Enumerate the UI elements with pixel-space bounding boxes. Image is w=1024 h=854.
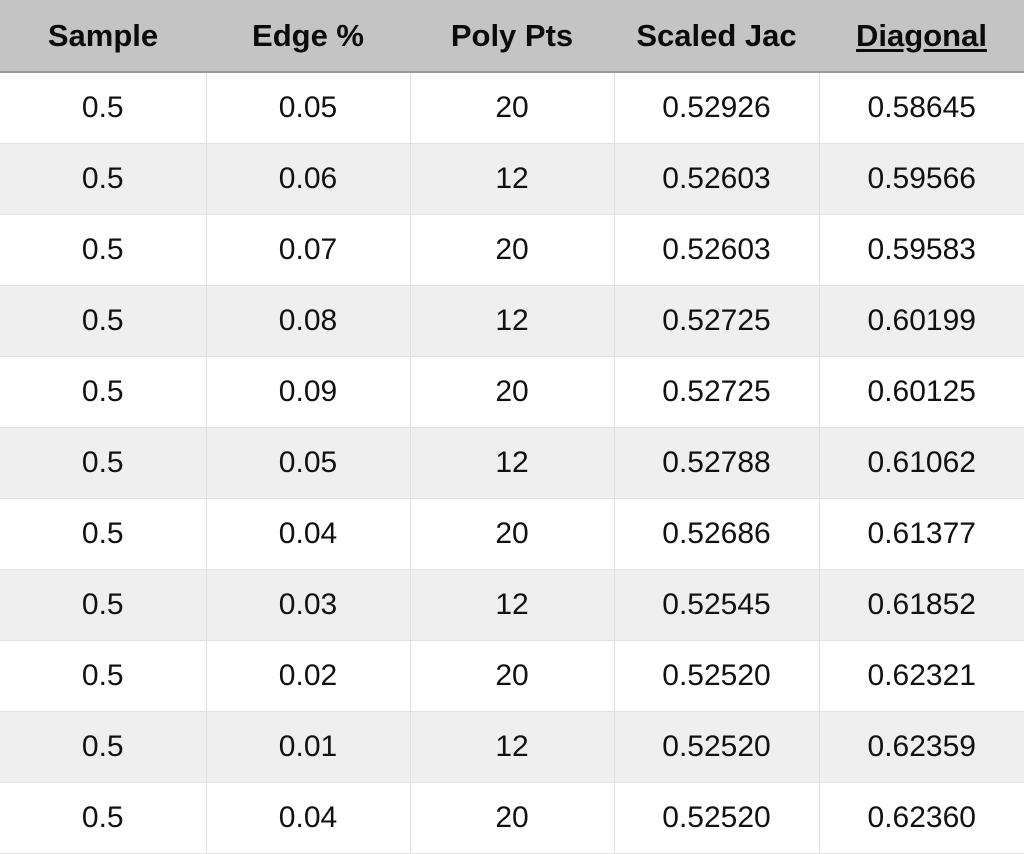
table-row[interactable]: 0.5 0.06 12 0.52603 0.59566	[0, 143, 1024, 215]
cell-poly-pts[interactable]: 20	[410, 356, 615, 428]
cell-poly-pts[interactable]: 20	[410, 214, 615, 286]
cell-scaled-jac[interactable]: 0.52686	[614, 498, 820, 570]
cell-edge-percent[interactable]: 0.08	[206, 285, 411, 357]
cell-diagonal[interactable]: 0.59583	[819, 214, 1024, 286]
cell-poly-pts[interactable]: 12	[410, 143, 615, 215]
cell-scaled-jac[interactable]: 0.52926	[614, 72, 820, 144]
cell-edge-percent[interactable]: 0.04	[206, 498, 411, 570]
table-row[interactable]: 0.5 0.01 12 0.52520 0.62359	[0, 711, 1024, 783]
table-row[interactable]: 0.5 0.07 20 0.52603 0.59583	[0, 214, 1024, 286]
cell-edge-percent[interactable]: 0.06	[206, 143, 411, 215]
cell-diagonal[interactable]: 0.61062	[819, 427, 1024, 499]
cell-poly-pts[interactable]: 20	[410, 640, 615, 712]
cell-scaled-jac[interactable]: 0.52603	[614, 143, 820, 215]
cell-poly-pts[interactable]: 20	[410, 782, 615, 854]
cell-sample[interactable]: 0.5	[0, 498, 207, 570]
cell-sample[interactable]: 0.5	[0, 782, 207, 854]
cell-poly-pts[interactable]: 20	[410, 72, 615, 144]
cell-scaled-jac[interactable]: 0.52520	[614, 640, 820, 712]
table-row[interactable]: 0.5 0.03 12 0.52545 0.61852	[0, 569, 1024, 641]
cell-sample[interactable]: 0.5	[0, 214, 207, 286]
cell-sample[interactable]: 0.5	[0, 711, 207, 783]
header-row: Sample Edge % Poly Pts Scaled Jac Diagon…	[0, 0, 1024, 73]
cell-edge-percent[interactable]: 0.05	[206, 427, 411, 499]
cell-edge-percent[interactable]: 0.02	[206, 640, 411, 712]
cell-sample[interactable]: 0.5	[0, 356, 207, 428]
cell-sample[interactable]: 0.5	[0, 72, 207, 144]
table-row[interactable]: 0.5 0.09 20 0.52725 0.60125	[0, 356, 1024, 428]
cell-sample[interactable]: 0.5	[0, 569, 207, 641]
cell-diagonal[interactable]: 0.59566	[819, 143, 1024, 215]
cell-diagonal[interactable]: 0.58645	[819, 72, 1024, 144]
cell-diagonal[interactable]: 0.60199	[819, 285, 1024, 357]
cell-poly-pts[interactable]: 12	[410, 711, 615, 783]
cell-poly-pts[interactable]: 12	[410, 285, 615, 357]
cell-sample[interactable]: 0.5	[0, 143, 207, 215]
cell-poly-pts[interactable]: 20	[410, 498, 615, 570]
cell-diagonal[interactable]: 0.61852	[819, 569, 1024, 641]
table-body: 0.5 0.05 20 0.52926 0.58645 0.5 0.06 12 0.52603 0…	[0, 72, 1024, 854]
cell-poly-pts[interactable]: 12	[410, 427, 615, 499]
cell-scaled-jac[interactable]: 0.52603	[614, 214, 820, 286]
cell-scaled-jac[interactable]: 0.52788	[614, 427, 820, 499]
cell-edge-percent[interactable]: 0.01	[206, 711, 411, 783]
table-row[interactable]: 0.5 0.04 20 0.52686 0.61377	[0, 498, 1024, 570]
column-header-diagonal[interactable]: Diagonal	[819, 0, 1024, 73]
cell-diagonal[interactable]: 0.61377	[819, 498, 1024, 570]
table-row[interactable]: 0.5 0.04 20 0.52520 0.62360	[0, 782, 1024, 854]
cell-edge-percent[interactable]: 0.03	[206, 569, 411, 641]
cell-scaled-jac[interactable]: 0.52545	[614, 569, 820, 641]
cell-edge-percent[interactable]: 0.04	[206, 782, 411, 854]
cell-edge-percent[interactable]: 0.05	[206, 72, 411, 144]
table-header: Sample Edge % Poly Pts Scaled Jac Diagon…	[0, 0, 1024, 73]
cell-edge-percent[interactable]: 0.07	[206, 214, 411, 286]
cell-diagonal[interactable]: 0.62360	[819, 782, 1024, 854]
column-header-poly-pts[interactable]: Poly Pts	[410, 0, 614, 73]
cell-scaled-jac[interactable]: 0.52520	[614, 711, 820, 783]
cell-scaled-jac[interactable]: 0.52520	[614, 782, 820, 854]
cell-sample[interactable]: 0.5	[0, 427, 207, 499]
cell-sample[interactable]: 0.5	[0, 285, 207, 357]
cell-edge-percent[interactable]: 0.09	[206, 356, 411, 428]
cell-poly-pts[interactable]: 12	[410, 569, 615, 641]
table-row[interactable]: 0.5 0.05 12 0.52788 0.61062	[0, 427, 1024, 499]
cell-scaled-jac[interactable]: 0.52725	[614, 285, 820, 357]
cell-sample[interactable]: 0.5	[0, 640, 207, 712]
table-row[interactable]: 0.5 0.05 20 0.52926 0.58645	[0, 72, 1024, 144]
table-row[interactable]: 0.5 0.02 20 0.52520 0.62321	[0, 640, 1024, 712]
cell-scaled-jac[interactable]: 0.52725	[614, 356, 820, 428]
table-row[interactable]: 0.5 0.08 12 0.52725 0.60199	[0, 285, 1024, 357]
column-header-edge-percent[interactable]: Edge %	[206, 0, 410, 73]
column-header-sample[interactable]: Sample	[0, 0, 206, 73]
cell-diagonal[interactable]: 0.60125	[819, 356, 1024, 428]
column-header-scaled-jac[interactable]: Scaled Jac	[614, 0, 819, 73]
cell-diagonal[interactable]: 0.62359	[819, 711, 1024, 783]
cell-diagonal[interactable]: 0.62321	[819, 640, 1024, 712]
